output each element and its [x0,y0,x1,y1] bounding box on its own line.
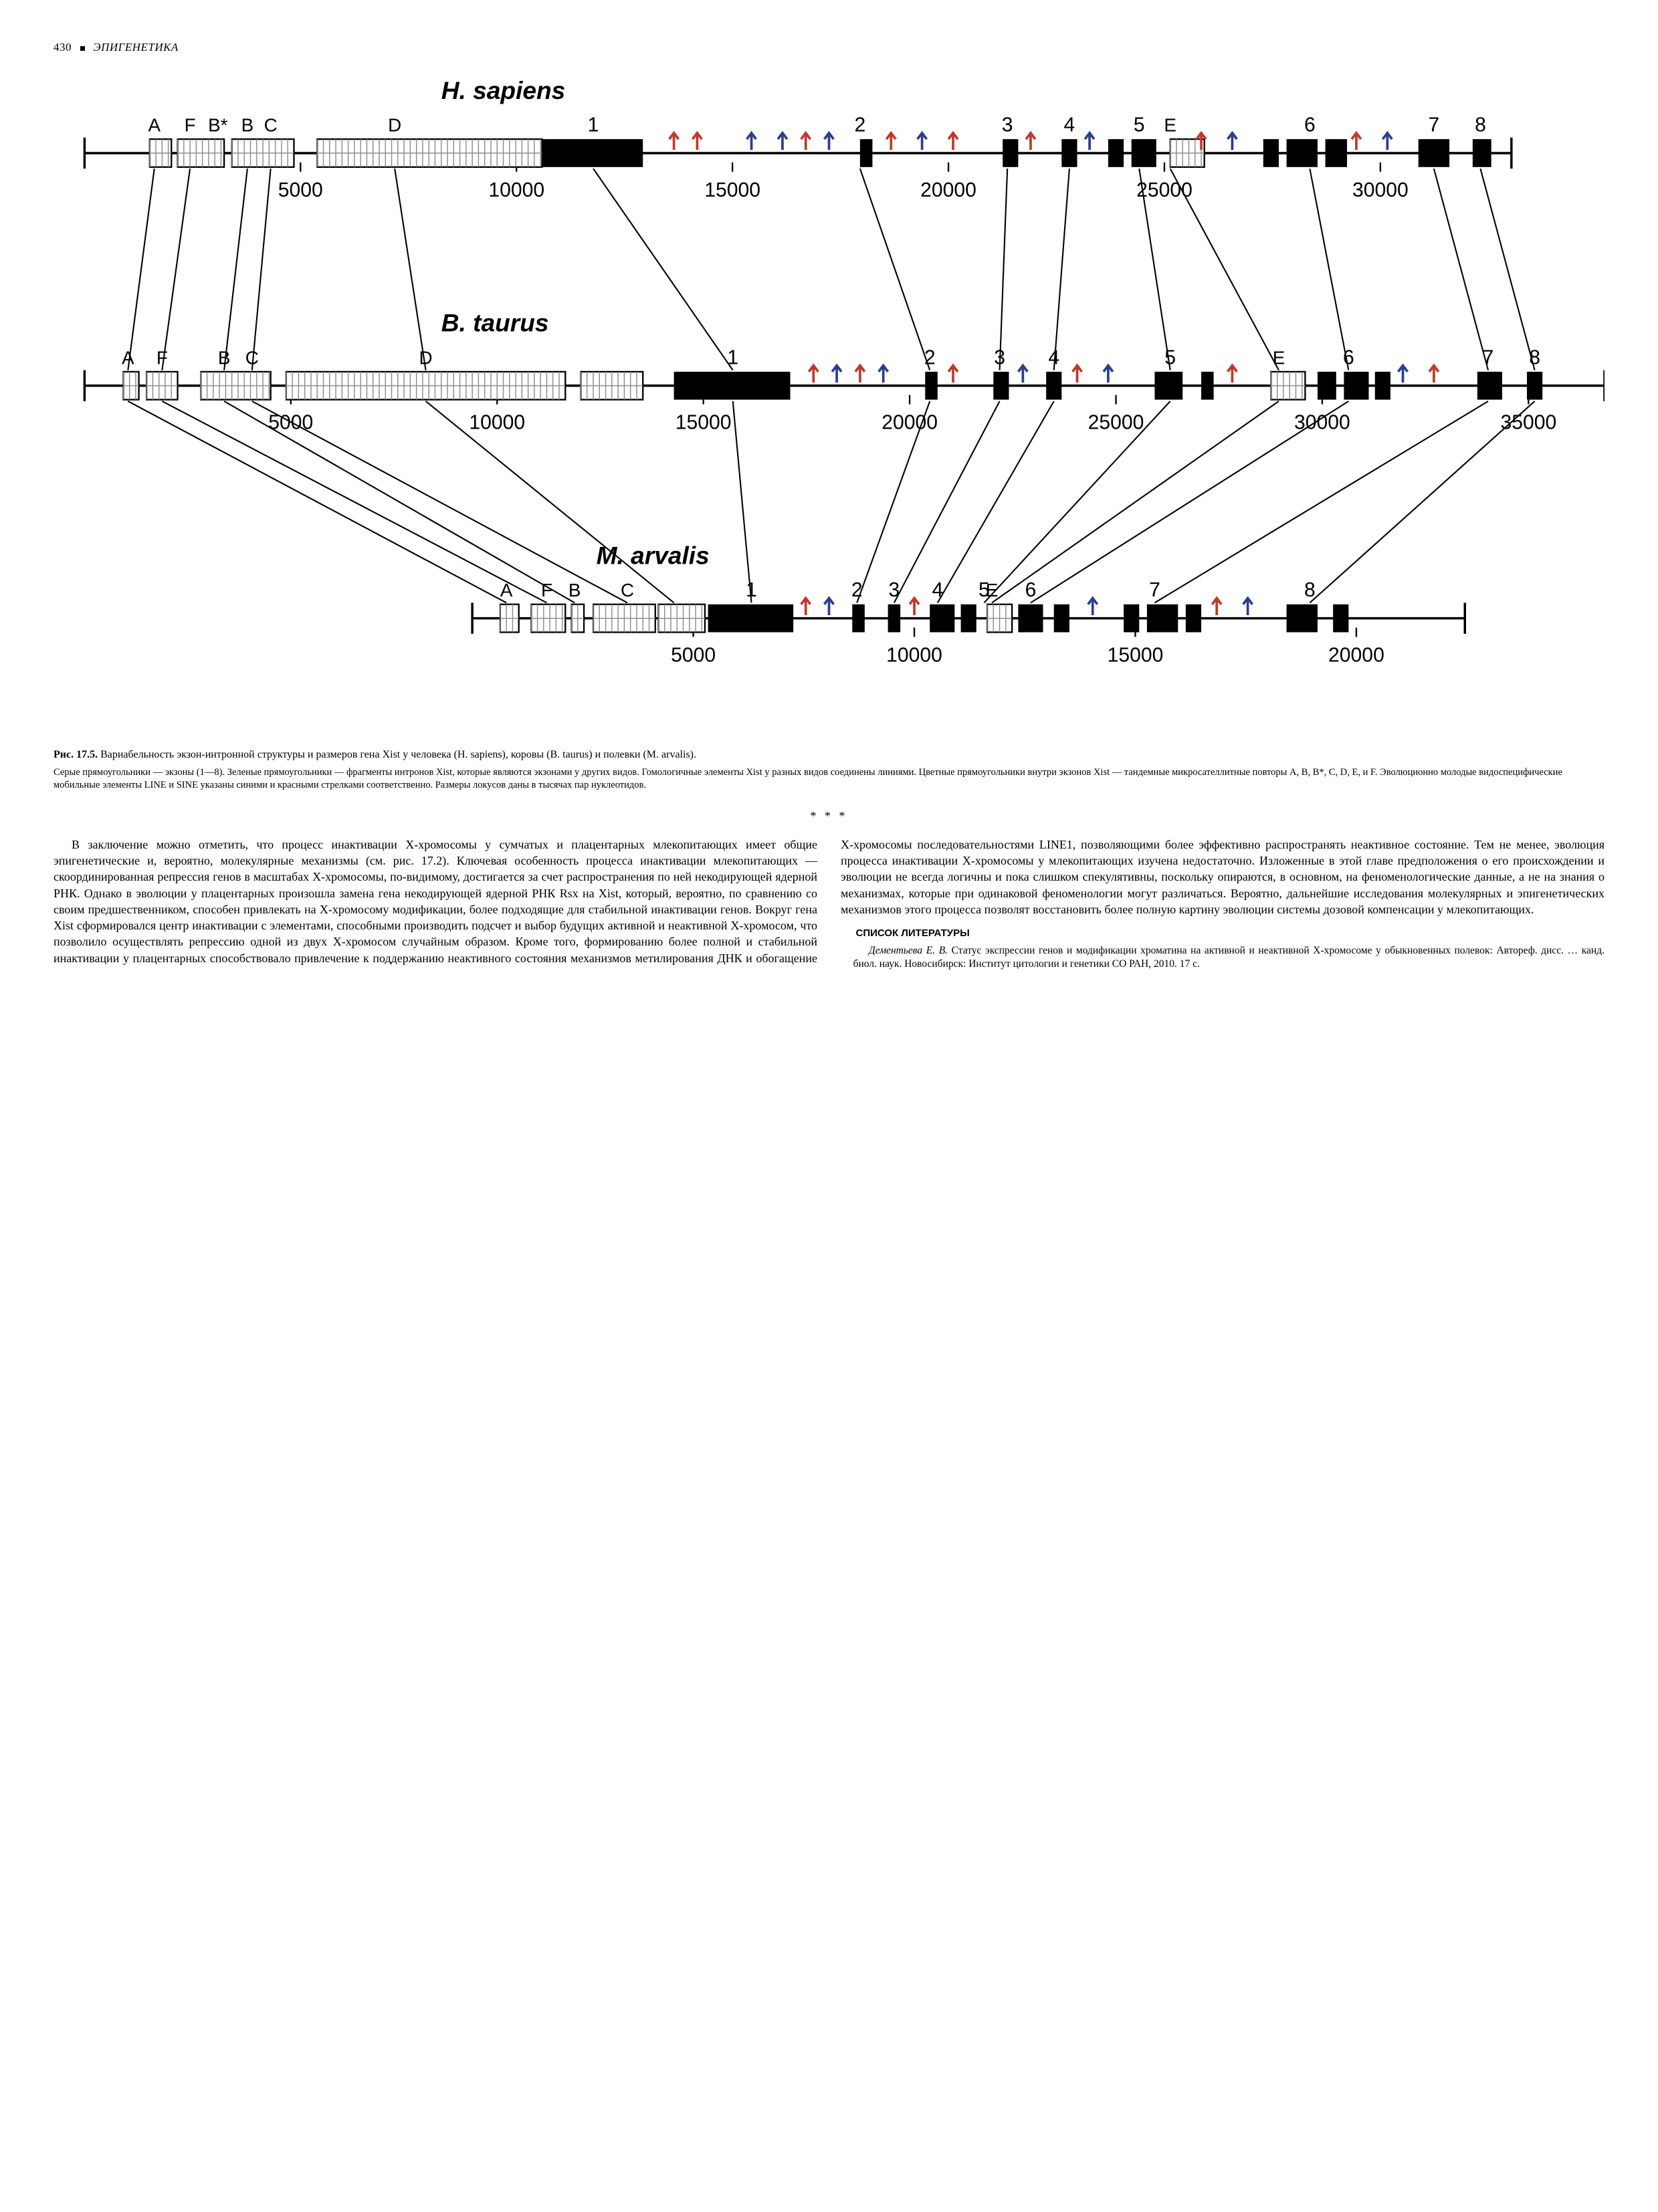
figure-legend: Серые прямоугольники — экзоны (1—8). Зел… [54,766,1604,792]
svg-text:M. arvalis: M. arvalis [597,541,710,569]
svg-text:1: 1 [588,114,599,136]
running-head: 430 ЭПИГЕНЕТИКА [54,40,1604,56]
svg-text:B: B [241,114,254,135]
svg-text:15000: 15000 [704,179,760,201]
svg-text:35000: 35000 [1500,412,1556,434]
svg-text:B*: B* [208,114,228,135]
svg-text:15000: 15000 [676,412,732,434]
svg-text:F: F [157,347,168,368]
svg-text:6: 6 [1025,579,1037,601]
svg-text:15000: 15000 [1108,645,1164,667]
svg-text:20000: 20000 [1328,645,1384,667]
figure-17-5: H. sapiens50001000015000200002500030000A… [54,76,1604,791]
reference-item: Дементьева Е. В. Статус экспрессии генов… [841,944,1604,970]
svg-text:4: 4 [1064,114,1075,136]
svg-text:3: 3 [1002,114,1013,136]
gene-structure-diagram: H. sapiens50001000015000200002500030000A… [54,76,1604,742]
svg-text:H. sapiens: H. sapiens [441,76,566,104]
svg-text:B: B [568,580,581,600]
svg-text:B. taurus: B. taurus [441,309,549,337]
body-columns: В заключение можно отметить, что процесс… [54,837,1604,970]
svg-text:20000: 20000 [920,179,976,201]
svg-text:20000: 20000 [882,412,938,434]
reference-author: Дементьева Е. В. [869,945,948,956]
svg-text:25000: 25000 [1136,179,1193,201]
svg-text:5: 5 [1164,346,1176,368]
references-heading: СПИСОК ЛИТЕРАТУРЫ [841,927,1604,940]
svg-text:A: A [500,580,513,600]
svg-text:C: C [264,114,278,135]
svg-text:8: 8 [1304,579,1316,601]
svg-text:D: D [388,114,401,135]
figure-caption: Рис. 17.5. Вариабельность экзон-интронно… [54,748,1604,762]
header-bullet-icon [80,46,85,51]
svg-text:5: 5 [1134,114,1145,136]
chapter-name: ЭПИГЕНЕТИКА [94,41,179,53]
svg-text:10000: 10000 [886,645,942,667]
svg-text:5000: 5000 [671,645,716,667]
svg-text:E: E [1164,114,1176,135]
svg-text:A: A [148,114,161,135]
svg-text:10000: 10000 [469,412,525,434]
svg-text:2: 2 [854,114,865,136]
svg-text:8: 8 [1475,114,1486,136]
svg-text:D: D [419,347,433,368]
svg-text:7: 7 [1149,579,1160,601]
caption-lead: Рис. 17.5. [54,749,98,760]
svg-text:3: 3 [889,579,900,601]
svg-text:7: 7 [1429,114,1440,136]
svg-text:5000: 5000 [278,179,323,201]
svg-text:C: C [621,580,634,600]
svg-text:4: 4 [932,579,943,601]
page-number: 430 [54,41,72,53]
svg-text:6: 6 [1304,114,1316,136]
svg-text:F: F [185,114,196,135]
svg-text:10000: 10000 [488,179,544,201]
caption-text: Вариабельность экзон-интронной структуры… [98,749,696,760]
svg-text:30000: 30000 [1352,179,1409,201]
svg-text:25000: 25000 [1088,412,1144,434]
svg-text:E: E [1273,347,1285,368]
section-separator: * * * [54,808,1604,824]
svg-text:F: F [541,580,552,600]
reference-rest: Статус экспрессии генов и модификации хр… [853,945,1604,969]
